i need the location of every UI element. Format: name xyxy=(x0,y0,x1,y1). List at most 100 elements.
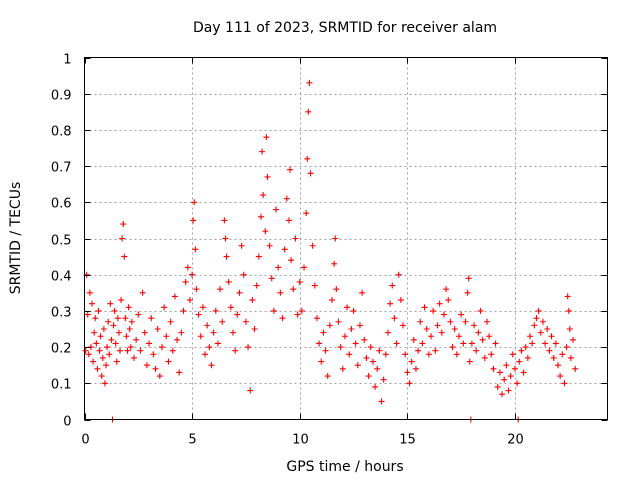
data-point xyxy=(154,326,161,332)
data-point xyxy=(101,380,108,387)
data-point xyxy=(326,322,333,329)
x-tick-label: 20 xyxy=(507,433,524,448)
data-point xyxy=(522,344,529,351)
data-point xyxy=(544,326,551,332)
data-point xyxy=(253,282,260,289)
data-point xyxy=(242,318,249,325)
data-point xyxy=(263,134,270,141)
data-point xyxy=(445,297,452,304)
data-point xyxy=(174,336,181,343)
data-point xyxy=(90,358,97,365)
data-point xyxy=(208,362,215,369)
data-point xyxy=(471,322,478,329)
data-point xyxy=(110,322,117,329)
data-point xyxy=(290,286,297,293)
data-point xyxy=(352,340,359,347)
data-point xyxy=(440,311,447,318)
y-axis-label: SRMTID / TECUs xyxy=(8,182,24,295)
data-point xyxy=(139,289,146,296)
data-point xyxy=(192,246,199,253)
data-point xyxy=(382,351,389,358)
data-point xyxy=(126,326,133,332)
data-point xyxy=(98,373,105,380)
data-point xyxy=(115,329,122,336)
data-point xyxy=(285,217,292,224)
data-point xyxy=(535,307,542,314)
data-point xyxy=(210,329,217,336)
data-point xyxy=(245,344,252,351)
data-point xyxy=(251,326,258,332)
data-point xyxy=(548,333,555,340)
data-point xyxy=(479,336,486,343)
data-point xyxy=(304,155,311,162)
data-point xyxy=(527,333,534,340)
data-point xyxy=(490,365,497,372)
data-point xyxy=(123,333,130,340)
data-point xyxy=(389,282,396,289)
chart-title: Day 111 of 2023, SRMTID for receiver ala… xyxy=(193,20,497,36)
data-point xyxy=(400,322,407,329)
x-tick-label: 15 xyxy=(399,433,416,448)
y-tick-label: 1 xyxy=(63,53,71,68)
grid-lines xyxy=(84,57,608,420)
data-point xyxy=(570,336,577,343)
data-point xyxy=(559,351,566,358)
data-point xyxy=(204,322,211,329)
data-point xyxy=(557,373,564,380)
data-point xyxy=(89,300,96,307)
data-point xyxy=(455,333,462,340)
data-point xyxy=(298,307,305,314)
data-point xyxy=(277,289,284,296)
data-point xyxy=(262,228,269,235)
data-point xyxy=(264,173,271,180)
data-point xyxy=(232,347,239,354)
data-point xyxy=(565,307,572,314)
data-point xyxy=(111,307,118,314)
data-point xyxy=(169,347,176,354)
data-point xyxy=(384,329,391,336)
data-point xyxy=(97,333,104,340)
data-point xyxy=(361,336,368,343)
data-point xyxy=(217,286,224,293)
data-point xyxy=(105,318,112,325)
data-point xyxy=(335,318,342,325)
data-point xyxy=(108,336,115,343)
data-point xyxy=(146,340,153,347)
data-point xyxy=(550,354,557,361)
data-point xyxy=(529,340,536,347)
data-point xyxy=(507,373,514,380)
data-point xyxy=(186,297,193,304)
data-point xyxy=(86,289,93,296)
data-point xyxy=(346,351,353,358)
data-point xyxy=(356,322,363,329)
data-point xyxy=(247,387,254,394)
y-tick-label: 0.2 xyxy=(51,342,72,357)
data-point xyxy=(167,318,174,325)
data-point xyxy=(156,373,163,380)
data-point xyxy=(438,329,445,336)
data-point xyxy=(114,315,121,322)
data-point xyxy=(259,148,266,155)
data-point xyxy=(499,391,506,398)
data-point xyxy=(453,351,460,358)
y-tick-label: 0.6 xyxy=(51,197,72,212)
data-point xyxy=(96,347,103,354)
data-point xyxy=(182,278,189,285)
data-point xyxy=(421,304,428,311)
data-point xyxy=(462,318,469,325)
data-point xyxy=(127,344,134,351)
data-point xyxy=(428,333,435,340)
data-point xyxy=(542,340,549,347)
data-point xyxy=(148,315,155,322)
y-tick-label: 0.3 xyxy=(51,306,72,321)
data-point xyxy=(567,354,574,361)
data-point xyxy=(212,307,219,314)
data-point xyxy=(95,307,102,314)
data-point xyxy=(481,354,488,361)
data-point xyxy=(143,362,150,369)
data-point xyxy=(306,79,313,86)
y-axis-tick-labels: 0 0.1 0.2 0.3 0.4 0.5 0.6 0.7 0.8 0.9 1 xyxy=(51,53,72,430)
data-point xyxy=(561,380,568,387)
data-point xyxy=(333,286,340,293)
data-point xyxy=(564,293,571,300)
